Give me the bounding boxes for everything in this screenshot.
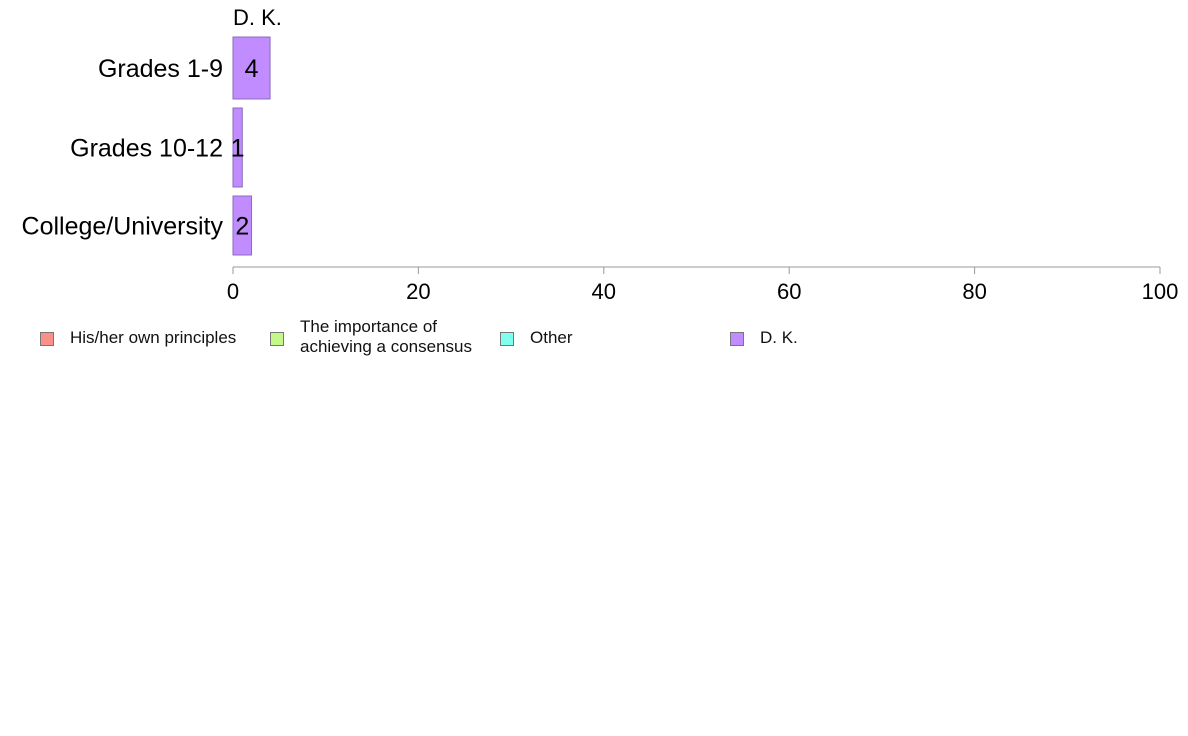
x-tick-label-1: 20 xyxy=(406,279,430,304)
facet-title: D. K. xyxy=(233,5,282,30)
bar-2 xyxy=(232,195,253,256)
category-label-2: College/University xyxy=(22,213,224,241)
data-label-0: 4 xyxy=(245,55,259,83)
category-label-1: Grades 10-12 xyxy=(70,135,223,163)
x-tick-label-5: 100 xyxy=(1142,279,1179,304)
bars-layer: 4 1 2 xyxy=(231,36,271,256)
x-tick-label-0: 0 xyxy=(227,279,239,304)
legend-label-consensus-line-1: The importance of xyxy=(300,317,438,336)
legend-swatch-consensus xyxy=(270,332,284,346)
legend-label-consensus: The importance of achieving a consensus xyxy=(300,317,500,357)
legend-swatch-dk xyxy=(730,332,744,346)
legend-label-consensus-line-2: achieving a consensus xyxy=(300,337,473,356)
bar-0 xyxy=(232,36,271,100)
data-label-1: 1 xyxy=(231,135,245,163)
bar-1 xyxy=(232,107,243,188)
x-axis: 0 20 40 60 80 100 xyxy=(227,266,1179,304)
legend-label-dk: D. K. xyxy=(760,328,798,347)
x-tick-label-4: 80 xyxy=(962,279,986,304)
x-tick-label-2: 40 xyxy=(592,279,616,304)
legend-swatch-other xyxy=(500,332,514,346)
category-label-0: Grades 1-9 xyxy=(98,55,223,83)
legend-label-own-principles: His/her own principles xyxy=(70,328,237,347)
bar-chart: D. K. 4 1 2 Grades 1-9 Grades 10-12 College/… xyxy=(22,5,1179,304)
data-label-2: 2 xyxy=(235,213,249,241)
x-tick-label-3: 60 xyxy=(777,279,801,304)
legend-swatch-own-principles xyxy=(40,332,54,346)
category-labels: Grades 1-9 Grades 10-12 College/University xyxy=(22,55,224,241)
legend-label-other: Other xyxy=(530,328,573,347)
legend: His/her own principles The importance of… xyxy=(0,312,1188,368)
